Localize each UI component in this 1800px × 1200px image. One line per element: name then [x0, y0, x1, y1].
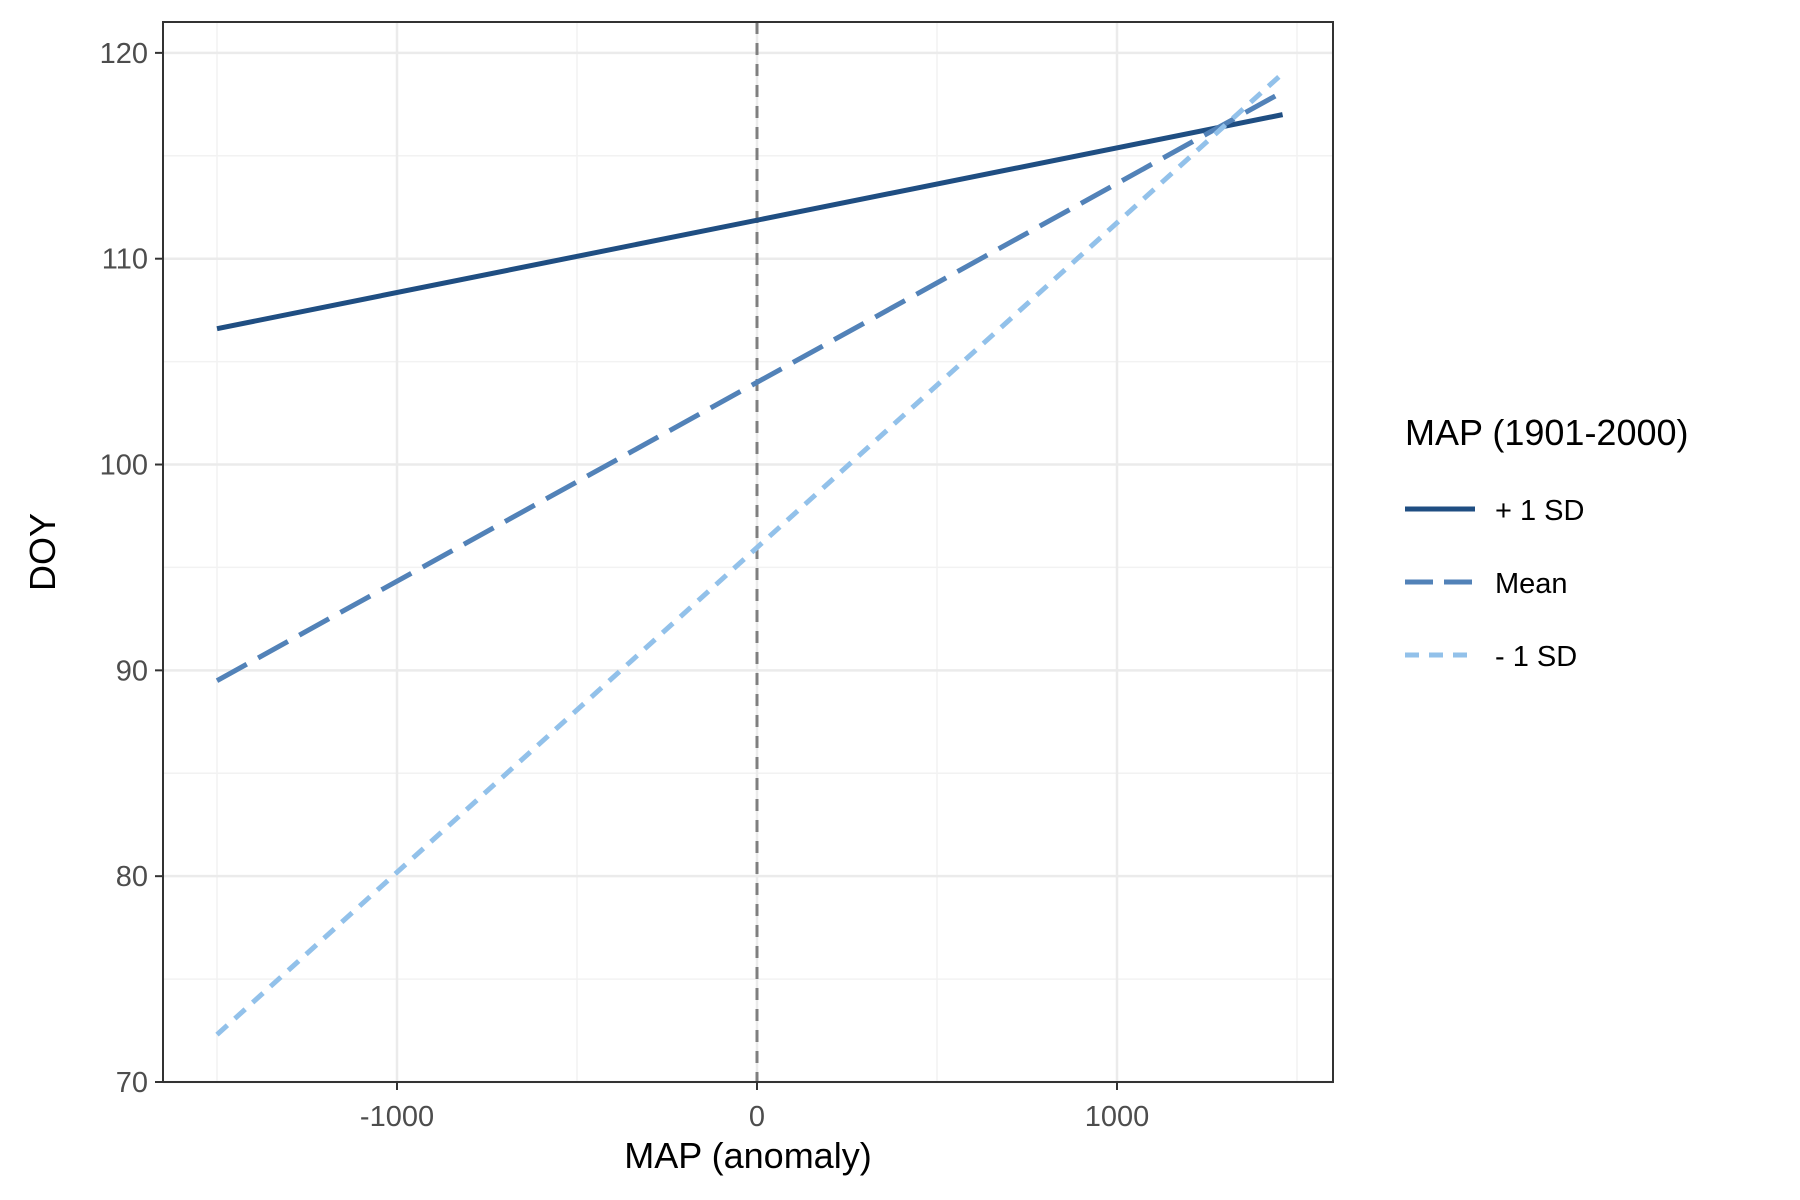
legend-title: MAP (1901-2000): [1405, 412, 1689, 453]
x-axis: -1000 0 1000: [360, 1082, 1149, 1133]
x-tick-label: 1000: [1085, 1101, 1150, 1133]
legend-label-2: - 1 SD: [1495, 641, 1577, 673]
grid-minor: [163, 22, 1333, 1082]
series-lines: [215, 71, 1285, 1037]
panel-border: [162, 21, 1334, 1083]
legend: MAP (1901-2000) + 1 SD Mean - 1 SD: [1405, 412, 1689, 673]
y-tick-label: 80: [116, 861, 148, 893]
legend-label-0: + 1 SD: [1495, 495, 1584, 527]
y-tick-label: 70: [116, 1067, 148, 1099]
x-tick-label: 0: [749, 1101, 765, 1133]
y-tick-label: 100: [100, 450, 148, 482]
x-tick-label: -1000: [360, 1101, 434, 1133]
y-tick-label: 110: [102, 244, 148, 276]
legend-label-1: Mean: [1495, 568, 1568, 600]
y-axis-title: DOY: [22, 513, 63, 591]
x-axis-title: MAP (anomaly): [624, 1135, 871, 1176]
y-axis: 70 80 90 100 110 120: [100, 38, 163, 1099]
series-line-1: [215, 89, 1284, 683]
y-tick-label: 90: [116, 655, 148, 687]
series-line-0: [216, 112, 1284, 332]
y-tick-label: 120: [100, 38, 148, 70]
legend-items: + 1 SD Mean - 1 SD: [1405, 495, 1584, 673]
plot-panel: [162, 21, 1334, 1084]
